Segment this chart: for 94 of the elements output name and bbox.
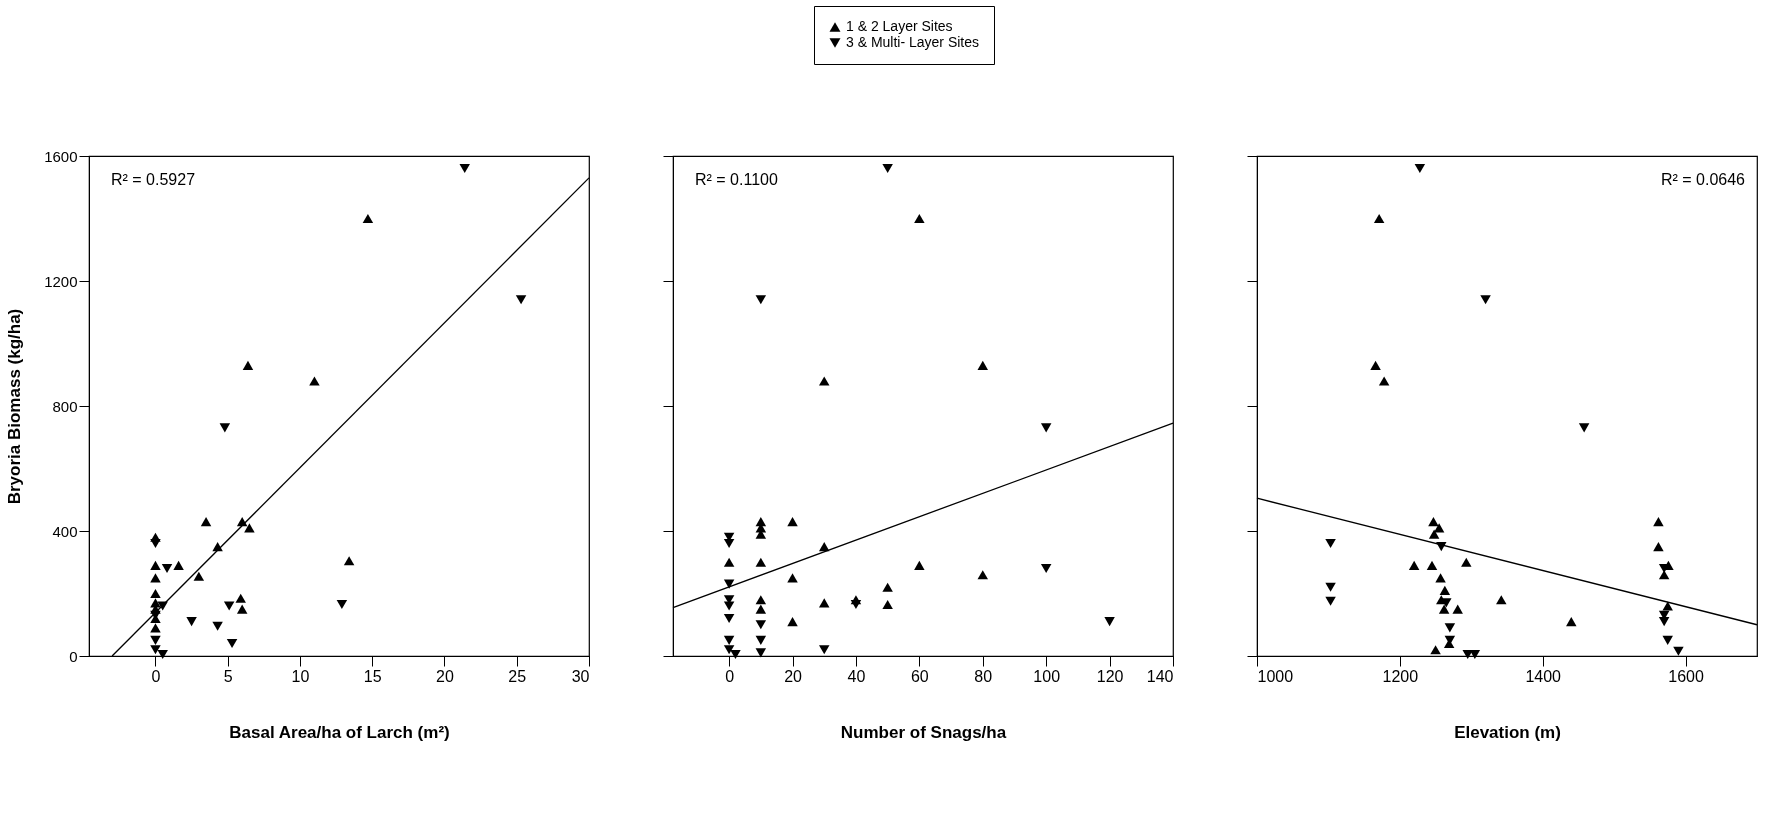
y-axis-title: Bryoria Biomass (kg/ha) bbox=[5, 308, 25, 505]
y-tick-label: 800 bbox=[52, 397, 78, 415]
point bbox=[977, 570, 989, 580]
point bbox=[723, 601, 735, 611]
point bbox=[818, 598, 830, 608]
point bbox=[882, 163, 893, 174]
point bbox=[787, 617, 798, 627]
x-axis-title: Number of Snags/ha bbox=[840, 722, 1007, 742]
point bbox=[755, 517, 767, 527]
point bbox=[723, 538, 735, 549]
x-tick-label: 10 bbox=[291, 667, 310, 685]
point bbox=[515, 295, 527, 305]
x-tick-label: 100 bbox=[1033, 667, 1061, 685]
point bbox=[755, 620, 767, 630]
point bbox=[157, 649, 168, 659]
point bbox=[787, 573, 798, 583]
point bbox=[818, 542, 830, 552]
point bbox=[150, 645, 161, 655]
point bbox=[723, 635, 735, 645]
x-tick-label: 1200 bbox=[1382, 667, 1419, 685]
x-tick-label: 20 bbox=[784, 667, 803, 685]
point bbox=[150, 635, 161, 645]
point bbox=[309, 376, 320, 386]
point bbox=[459, 163, 470, 174]
x-tick-label: 120 bbox=[1096, 667, 1124, 685]
point bbox=[818, 376, 830, 386]
x-tick-label: 0 bbox=[725, 667, 735, 685]
point bbox=[242, 360, 254, 370]
point bbox=[200, 517, 212, 527]
point bbox=[755, 604, 767, 614]
point bbox=[244, 523, 255, 533]
x-tick-label: 140 bbox=[1146, 667, 1174, 685]
point bbox=[236, 604, 248, 614]
point bbox=[723, 557, 735, 567]
x-tick-label: 80 bbox=[974, 667, 993, 685]
point bbox=[193, 571, 205, 581]
x-axis-title: Elevation (m) bbox=[1454, 722, 1561, 742]
x-tick-label: 25 bbox=[508, 667, 527, 685]
point bbox=[914, 213, 925, 224]
point bbox=[723, 645, 735, 655]
point bbox=[150, 623, 161, 633]
legend-label: 1 & 2 Layer Sites bbox=[846, 18, 953, 34]
point bbox=[161, 563, 173, 574]
point bbox=[150, 560, 161, 570]
point bbox=[1104, 617, 1115, 627]
point bbox=[362, 213, 374, 224]
point bbox=[914, 560, 925, 570]
point bbox=[882, 599, 893, 609]
x-tick-label: 20 bbox=[436, 667, 454, 685]
point bbox=[235, 593, 246, 603]
x-tick-label: 1400 bbox=[1525, 667, 1562, 685]
point bbox=[150, 538, 161, 549]
point bbox=[723, 613, 735, 624]
point bbox=[226, 638, 238, 649]
point bbox=[343, 556, 355, 566]
point bbox=[150, 588, 161, 599]
y-tick-label: 1200 bbox=[44, 272, 78, 290]
point bbox=[755, 595, 767, 605]
point bbox=[336, 599, 348, 609]
y-tick-label: 0 bbox=[69, 647, 78, 665]
point bbox=[755, 557, 767, 567]
x-tick-label: 1600 bbox=[1668, 667, 1704, 685]
point bbox=[818, 645, 830, 655]
point bbox=[850, 599, 862, 609]
y-tick-label: 1600 bbox=[44, 147, 78, 165]
x-tick-label: 5 bbox=[223, 667, 233, 685]
point bbox=[223, 601, 235, 611]
point bbox=[977, 360, 989, 370]
x-tick-label: 40 bbox=[847, 667, 866, 685]
point bbox=[1040, 423, 1052, 433]
annotation: R² = 0.1100 bbox=[695, 171, 778, 188]
legend-label: 3 & Multi- Layer Sites bbox=[846, 34, 980, 50]
point bbox=[755, 635, 767, 645]
annotation: R² = 0.5927 bbox=[111, 171, 196, 188]
x-axis-title: Basal Area/ha of Larch (m²) bbox=[229, 722, 450, 742]
point bbox=[755, 295, 767, 305]
x-tick-label: 1000 bbox=[1257, 667, 1294, 685]
point bbox=[186, 617, 197, 627]
point bbox=[150, 573, 161, 583]
point bbox=[882, 582, 893, 592]
annotation: R² = 0.0646 bbox=[1660, 171, 1746, 188]
y-tick-label: 400 bbox=[52, 522, 78, 540]
point bbox=[212, 621, 223, 631]
point bbox=[219, 423, 231, 433]
point bbox=[787, 517, 798, 527]
x-tick-label: 30 bbox=[571, 667, 590, 685]
x-tick-label: 0 bbox=[151, 667, 161, 685]
point bbox=[157, 601, 168, 611]
point bbox=[173, 560, 184, 570]
point bbox=[1040, 563, 1052, 574]
x-tick-label: 60 bbox=[910, 667, 929, 685]
point bbox=[730, 649, 741, 659]
point bbox=[755, 648, 767, 658]
x-tick-label: 15 bbox=[363, 667, 382, 685]
